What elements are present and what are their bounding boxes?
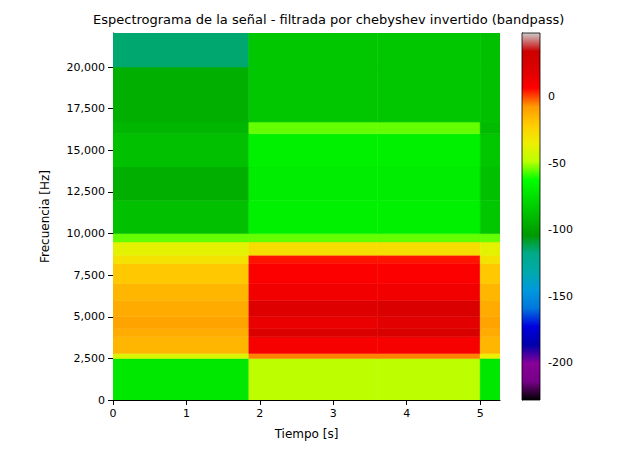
- svg-text:-100: -100: [548, 223, 573, 236]
- svg-text:20,000: 20,000: [67, 61, 106, 74]
- svg-text:2: 2: [256, 407, 263, 420]
- svg-text:Espectrograma de la señal - fi: Espectrograma de la señal - filtrada por…: [93, 12, 564, 27]
- svg-text:-50: -50: [548, 157, 566, 170]
- svg-text:0: 0: [98, 394, 105, 407]
- svg-text:12,500: 12,500: [67, 185, 106, 198]
- svg-text:Frecuencia [Hz]: Frecuencia [Hz]: [38, 170, 52, 263]
- svg-text:15,000: 15,000: [67, 144, 106, 157]
- svg-text:1: 1: [183, 407, 190, 420]
- svg-text:17,500: 17,500: [67, 102, 106, 115]
- svg-text:3: 3: [330, 407, 337, 420]
- svg-text:0: 0: [548, 90, 555, 103]
- svg-text:5,000: 5,000: [74, 310, 106, 323]
- svg-text:2,500: 2,500: [74, 352, 106, 365]
- svg-text:-150: -150: [548, 290, 573, 303]
- svg-text:10,000: 10,000: [67, 227, 106, 240]
- svg-text:7,500: 7,500: [74, 269, 106, 282]
- svg-text:Tiempo [s]: Tiempo [s]: [274, 427, 339, 441]
- svg-text:4: 4: [403, 407, 410, 420]
- svg-text:-200: -200: [548, 356, 573, 369]
- svg-text:0: 0: [110, 407, 117, 420]
- svg-text:5: 5: [477, 407, 484, 420]
